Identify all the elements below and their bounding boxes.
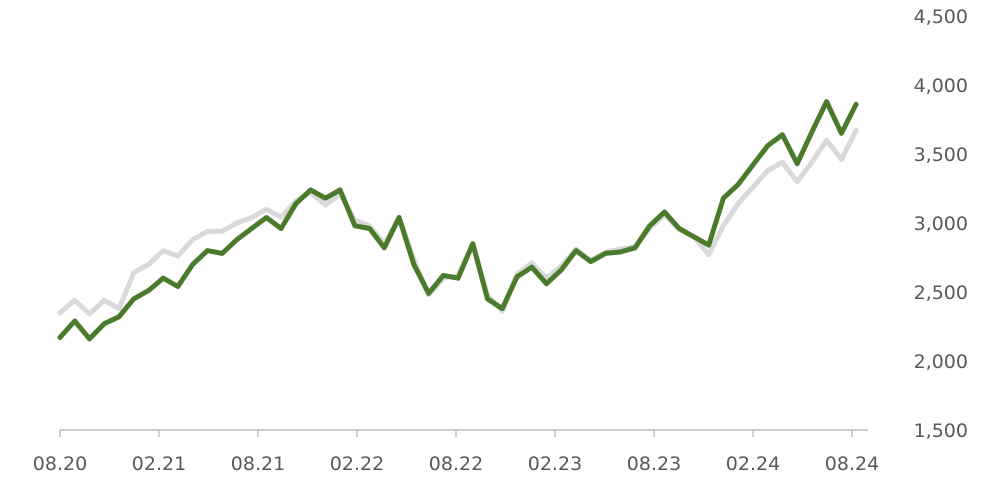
x-tick-label: 02.21 bbox=[132, 453, 186, 475]
y-tick-label: 1,500 bbox=[914, 420, 968, 442]
y-tick-label: 3,000 bbox=[914, 213, 968, 235]
x-tick-label: 08.24 bbox=[825, 453, 879, 475]
x-tick-label: 08.20 bbox=[33, 453, 87, 475]
x-tick-label: 08.23 bbox=[627, 453, 681, 475]
x-tick-label: 08.22 bbox=[429, 453, 483, 475]
y-axis-ticks: 1,500 2,000 2,500 3,000 3,500 4,000 4,500 bbox=[914, 6, 968, 442]
x-tick-label: 02.22 bbox=[330, 453, 384, 475]
y-tick-label: 2,500 bbox=[914, 282, 968, 304]
x-tick-label: 08.21 bbox=[231, 453, 285, 475]
y-tick-label: 4,000 bbox=[914, 75, 968, 97]
y-tick-label: 2,000 bbox=[914, 351, 968, 373]
series-layer bbox=[57, 99, 859, 342]
x-tick-label: 02.24 bbox=[726, 453, 780, 475]
y-tick-label: 3,500 bbox=[914, 144, 968, 166]
x-axis-ticks: 08.20 02.21 08.21 02.22 08.22 02.23 08.23 02.24… bbox=[33, 430, 879, 475]
series-line-green bbox=[57, 99, 859, 342]
y-tick-label: 4,500 bbox=[914, 6, 968, 28]
x-tick-label: 02.23 bbox=[528, 453, 582, 475]
